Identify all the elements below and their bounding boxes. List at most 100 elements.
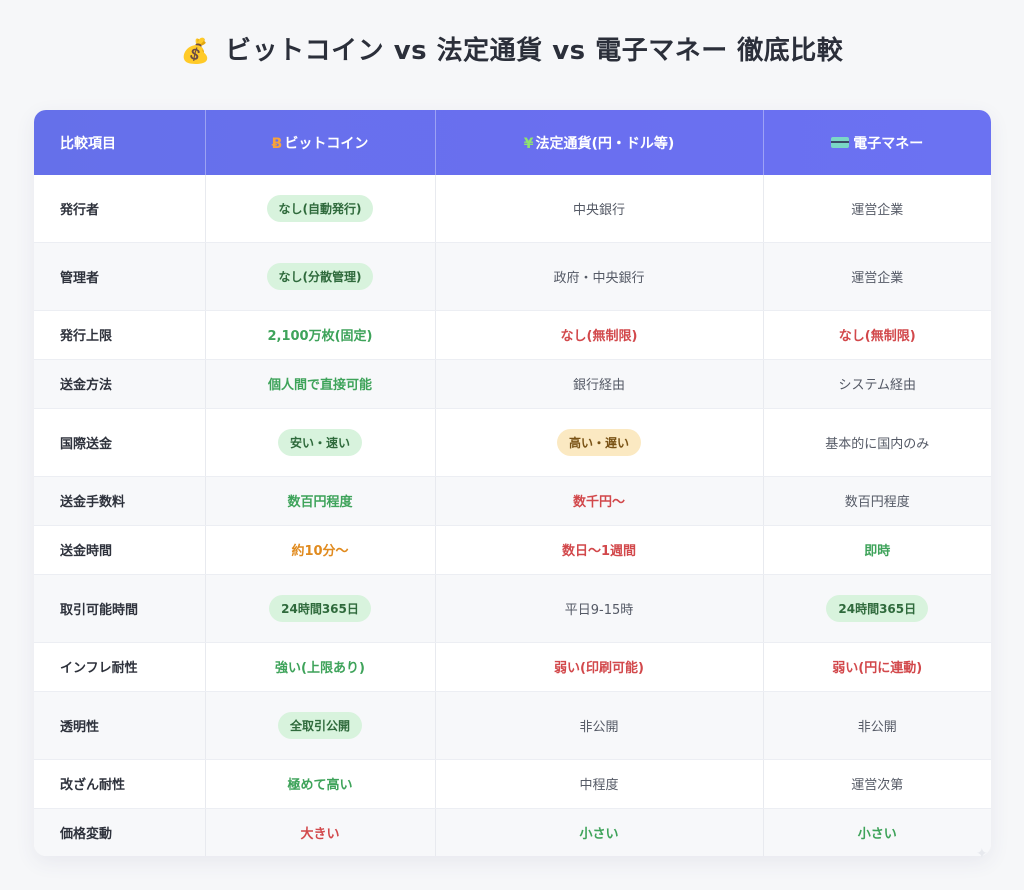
cell-fiat: なし(無制限) bbox=[435, 310, 764, 360]
table-row: 発行者 なし(自動発行) 中央銀行 運営企業 bbox=[34, 175, 991, 243]
row-label: 送金方法 bbox=[34, 359, 206, 409]
cell-fiat: 数千円〜 bbox=[435, 476, 764, 526]
table-row: 価格変動 大きい 小さい 小さい bbox=[34, 808, 991, 856]
row-label: 発行者 bbox=[34, 175, 206, 243]
cell-bitcoin: 数百円程度 bbox=[205, 476, 436, 526]
cell-bitcoin: 安い・速い bbox=[205, 408, 436, 477]
header-emoney-label: 電子マネー bbox=[853, 135, 924, 152]
header-item-label: 比較項目 bbox=[60, 135, 116, 152]
table-body: 発行者 なし(自動発行) 中央銀行 運営企業 管理者 なし(分散管理) 政府・中央銀行 運営企… bbox=[34, 175, 991, 856]
cell-value: 運営企業 bbox=[851, 202, 904, 218]
comparison-table-container: 比較項目 Ƀ ビットコイン ¥ 法定通貨(円・ドル等) 電子マネー 発行者 なし(自動… bbox=[34, 110, 991, 856]
cell-value: 政府・中央銀行 bbox=[553, 270, 645, 286]
row-label: 送金時間 bbox=[34, 525, 206, 575]
cell-value: 小さい bbox=[579, 826, 619, 842]
header-row: 比較項目 Ƀ ビットコイン ¥ 法定通貨(円・ドル等) 電子マネー bbox=[34, 110, 991, 175]
money-bag-icon: 💰 bbox=[180, 37, 212, 65]
cell-bitcoin: 全取引公開 bbox=[205, 691, 436, 761]
table-row: 発行上限 2,100万枚(固定) なし(無制限) なし(無制限) bbox=[34, 310, 991, 360]
cell-fiat: 銀行経由 bbox=[435, 359, 764, 409]
cell-bitcoin: 個人間で直接可能 bbox=[205, 359, 436, 409]
page-title-text: ビットコイン vs 法定通貨 vs 電子マネー 徹底比較 bbox=[225, 36, 844, 66]
yen-icon: ¥ bbox=[523, 135, 534, 152]
status-badge: 24時間365日 bbox=[269, 594, 371, 622]
cell-value: 弱い(印刷可能) bbox=[554, 661, 644, 677]
cell-bitcoin: なし(分散管理) bbox=[205, 242, 436, 311]
cell-emoney: 運営企業 bbox=[763, 175, 991, 243]
row-label: 価格変動 bbox=[34, 808, 206, 856]
cell-fiat: 高い・遅い bbox=[435, 408, 764, 477]
cell-value: 中央銀行 bbox=[572, 202, 625, 218]
status-badge: なし(分散管理) bbox=[266, 262, 374, 290]
cell-value: 小さい bbox=[857, 826, 897, 842]
header-fiat-label: 法定通貨(円・ドル等) bbox=[535, 135, 675, 152]
header-item: 比較項目 bbox=[34, 110, 206, 175]
credit-card-icon bbox=[831, 137, 850, 148]
cell-fiat: 非公開 bbox=[435, 691, 764, 761]
table-row: 改ざん耐性 極めて高い 中程度 運営次第 bbox=[34, 759, 991, 809]
table-header: 比較項目 Ƀ ビットコイン ¥ 法定通貨(円・ドル等) 電子マネー bbox=[34, 110, 991, 175]
cell-value: 極めて高い bbox=[287, 778, 353, 794]
cell-emoney: システム経由 bbox=[763, 359, 991, 409]
cell-fiat: 中程度 bbox=[435, 759, 764, 809]
comparison-table: 比較項目 Ƀ ビットコイン ¥ 法定通貨(円・ドル等) 電子マネー 発行者 なし(自動… bbox=[34, 110, 991, 856]
cell-value: 約10分〜 bbox=[291, 544, 349, 560]
cell-value: 運営次第 bbox=[851, 778, 904, 794]
cell-value: 2,100万枚(固定) bbox=[267, 329, 373, 345]
cell-bitcoin: 24時間365日 bbox=[205, 574, 436, 643]
row-label: 透明性 bbox=[34, 691, 206, 761]
cell-emoney: 運営企業 bbox=[763, 242, 991, 311]
cell-value: システム経由 bbox=[838, 378, 917, 394]
cell-value: 平日9-15時 bbox=[564, 602, 634, 618]
header-bitcoin-label: ビットコイン bbox=[284, 135, 369, 152]
cell-value: 個人間で直接可能 bbox=[267, 378, 372, 394]
cell-fiat: 小さい bbox=[435, 808, 764, 856]
cell-value: なし(無制限) bbox=[560, 329, 638, 345]
table-row: 送金手数料 数百円程度 数千円〜 数百円程度 bbox=[34, 476, 991, 526]
table-row: 取引可能時間 24時間365日 平日9-15時 24時間365日 bbox=[34, 574, 991, 643]
page-title: 💰 ビットコイン vs 法定通貨 vs 電子マネー 徹底比較 bbox=[0, 30, 1024, 67]
row-label: 国際送金 bbox=[34, 408, 206, 477]
cell-value: 非公開 bbox=[579, 719, 619, 735]
cell-bitcoin: 大きい bbox=[205, 808, 436, 856]
cell-bitcoin: なし(自動発行) bbox=[205, 175, 436, 243]
row-label: 取引可能時間 bbox=[34, 574, 206, 643]
cell-emoney: 24時間365日 bbox=[763, 574, 991, 643]
cell-fiat: 政府・中央銀行 bbox=[435, 242, 764, 311]
cell-value: 中程度 bbox=[579, 778, 619, 794]
header-emoney: 電子マネー bbox=[763, 110, 991, 175]
cell-emoney: 非公開 bbox=[763, 691, 991, 761]
cell-bitcoin: 約10分〜 bbox=[205, 525, 436, 575]
cell-value: 基本的に国内のみ bbox=[825, 436, 930, 452]
row-label: 管理者 bbox=[34, 242, 206, 311]
cell-value: 数百円程度 bbox=[287, 495, 353, 511]
row-label: 発行上限 bbox=[34, 310, 206, 360]
cell-emoney: なし(無制限) bbox=[763, 310, 991, 360]
cell-bitcoin: 極めて高い bbox=[205, 759, 436, 809]
cell-value: 銀行経由 bbox=[572, 378, 625, 394]
cell-emoney: 数百円程度 bbox=[763, 476, 991, 526]
header-fiat: ¥ 法定通貨(円・ドル等) bbox=[435, 110, 764, 175]
table-row: 国際送金 安い・速い 高い・遅い 基本的に国内のみ bbox=[34, 408, 991, 477]
sparkle-icon: ✦ bbox=[976, 846, 988, 862]
cell-value: 数百円程度 bbox=[844, 495, 910, 511]
cell-emoney: 弱い(円に連動) bbox=[763, 642, 991, 692]
status-badge: なし(自動発行) bbox=[266, 194, 374, 222]
cell-value: 大きい bbox=[300, 826, 340, 842]
status-badge: 安い・速い bbox=[277, 428, 362, 456]
cell-fiat: 弱い(印刷可能) bbox=[435, 642, 764, 692]
status-badge: 高い・遅い bbox=[556, 428, 641, 456]
cell-value: 弱い(円に連動) bbox=[832, 661, 923, 677]
table-row: 透明性 全取引公開 非公開 非公開 bbox=[34, 691, 991, 761]
cell-fiat: 中央銀行 bbox=[435, 175, 764, 243]
table-row: 送金方法 個人間で直接可能 銀行経由 システム経由 bbox=[34, 359, 991, 409]
status-badge: 24時間365日 bbox=[826, 594, 929, 622]
cell-emoney: 小さい bbox=[763, 808, 991, 856]
cell-value: 非公開 bbox=[857, 719, 897, 735]
cell-fiat: 数日〜1週間 bbox=[435, 525, 764, 575]
row-label: 改ざん耐性 bbox=[34, 759, 206, 809]
cell-fiat: 平日9-15時 bbox=[435, 574, 764, 643]
table-row: 送金時間 約10分〜 数日〜1週間 即時 bbox=[34, 525, 991, 575]
cell-value: 即時 bbox=[864, 544, 891, 560]
